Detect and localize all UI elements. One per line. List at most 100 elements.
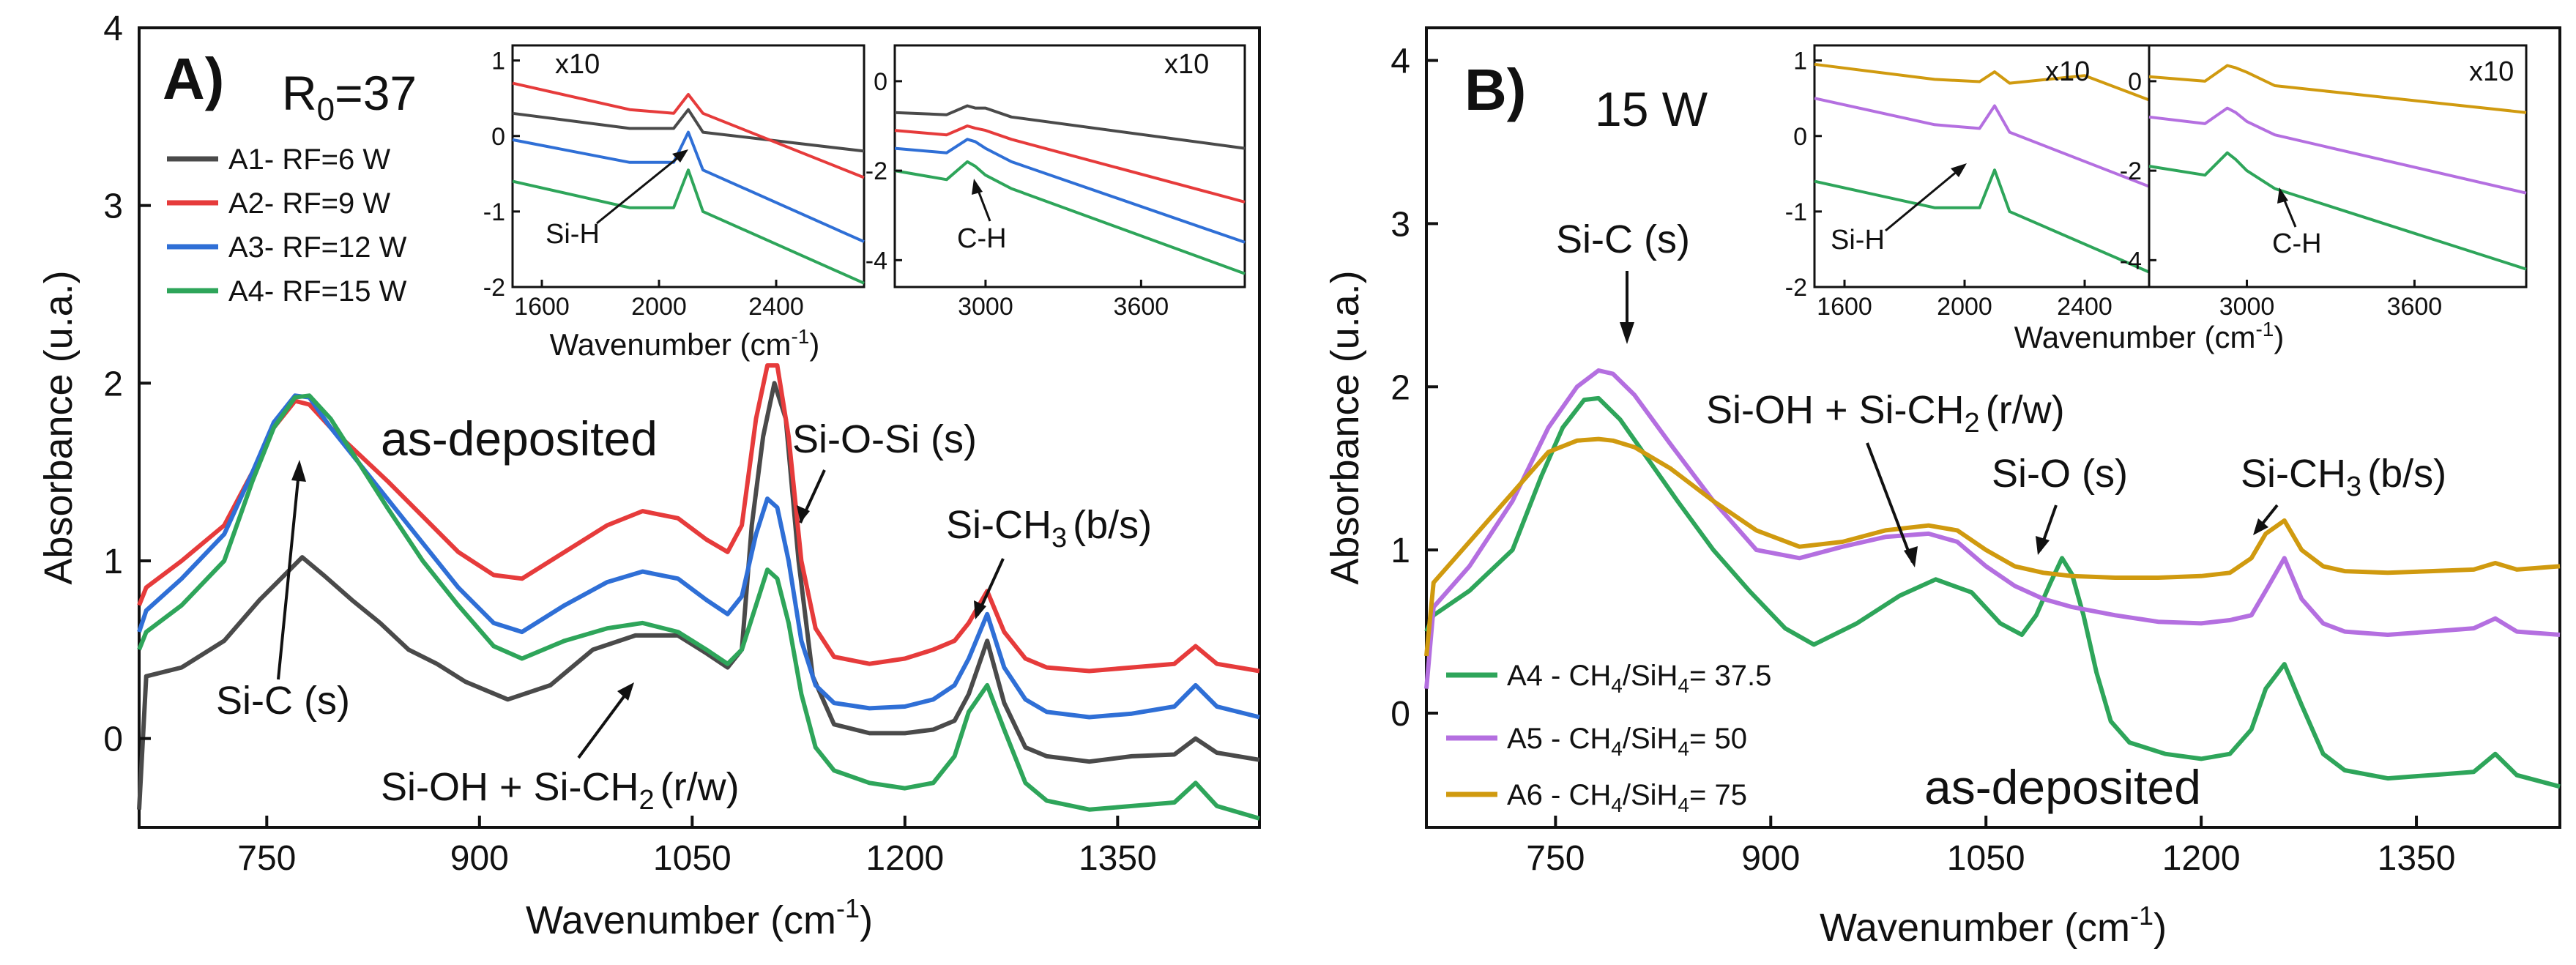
legend-a1-label: A1- RF=6 W [228, 144, 390, 176]
panel-a-inset1-line-1 [512, 108, 865, 153]
panel-b-si-o-label: Si-O (s) [1992, 452, 2128, 496]
panel-b-inset2-ytick-label: -4 [2120, 247, 2142, 275]
panel-b-inset1-ytick-label: 0 [1793, 123, 1807, 151]
panel-a-inset1-xtick-label: 2000 [631, 293, 687, 321]
panel-a-xtick-label: 900 [450, 839, 509, 878]
panel-a-inset2-ytick-label: 0 [874, 68, 887, 96]
panel-a-si-oh-arrowhead [617, 682, 634, 701]
panel-a-inset2-frame [893, 44, 1246, 288]
panel-a-inset-c-h: 3000 3600 0 -2 -4 [866, 44, 1246, 321]
panel-b-xtick-label: 1350 [2378, 839, 2456, 878]
panel-b-inset2-ytick-label: -2 [2120, 157, 2142, 185]
panel-b-inset1-ytick-label: 1 [1793, 48, 1807, 75]
panel-a-inset2-line-3 [894, 138, 1246, 244]
panel-a-inset1-line-3 [512, 130, 865, 243]
panel-a-si-c-arrow [277, 464, 301, 680]
panel-b-inset1-scale: x10 [2045, 56, 2090, 87]
panel-b-ylabel: Absorbance (u.a.) [1323, 270, 1367, 584]
panel-b-ytick-label: 1 [1391, 532, 1410, 570]
panel-a-inset2-xtick-label: 3000 [958, 293, 1013, 321]
panel-a-inset1-xtick-label: 1600 [514, 293, 570, 321]
panel-b-si-oh-arrow [1866, 442, 1914, 563]
panel-b-inset2-line-2 [2148, 106, 2527, 195]
panel-a-plot-frame [138, 26, 1261, 829]
panel-a-inset1-frame [511, 44, 866, 288]
panel-a-xtick-label: 1200 [866, 839, 944, 878]
panel-b-inset-c-h: 3000 3600 0 -2 -4 [2120, 44, 2528, 321]
panel-b-series-group [1424, 368, 2561, 789]
panel-a-xlabel: Wavenumber (cm-1) [526, 893, 873, 942]
panel-b-xtick-label: 900 [1741, 839, 1800, 878]
panel-a-inset1-ytick-label: -1 [483, 198, 505, 226]
panel-b-inset1-arrowhead [1951, 163, 1967, 177]
panel-b-ticks: 750 900 1050 1200 1350 0 1 2 3 4 [1391, 42, 2455, 878]
panel-a-inset2-xtick-label: 3600 [1114, 293, 1169, 321]
panel-b-xtick-label: 1050 [1947, 839, 2025, 878]
panel-a-si-o-si-arrowhead [797, 505, 810, 523]
panel-b-si-ch3-label: Si-CH3 (b/s) [2241, 452, 2446, 502]
panel-b-si-oh-arrowhead [1904, 546, 1918, 567]
panel-b-inset2-xtick-label: 3000 [2219, 293, 2275, 321]
panel-b-ytick-label: 2 [1391, 368, 1410, 407]
panel-a-ytick-label: 1 [103, 543, 123, 581]
panel-b-ytick-label: 0 [1391, 695, 1410, 734]
panel-b-inset1-xtick-label: 2400 [2057, 293, 2112, 321]
panel-b-inset2-c-h-label: C-H [2272, 228, 2322, 259]
panel-b-ytick-label: 4 [1391, 42, 1410, 81]
panel-a-si-c-label: Si-C (s) [216, 679, 350, 723]
panel-b-inset1-line-2 [1814, 97, 2175, 198]
legend-b-a4-label: A4 - CH4/SiH4= 37.5 [1507, 660, 1771, 697]
panel-b-inset2-scale: x10 [2469, 56, 2514, 87]
legend-b-a5-label: A5 - CH4/SiH4= 50 [1507, 723, 1747, 760]
panel-b-si-c-label: Si-C (s) [1556, 217, 1690, 261]
panel-a-inset1-xtick-label: 2400 [748, 293, 804, 321]
panel-a-inset2-line-2 [894, 124, 1246, 204]
panel-a-ytick-label: 0 [103, 720, 123, 759]
panel-a-xtick-label: 1050 [653, 839, 732, 878]
legend-b-a6-label: A6 - CH4/SiH4= 75 [1507, 779, 1747, 816]
panel-a-ytick-label: 2 [103, 365, 123, 403]
panel-a-inset2-c-h-label: C-H [957, 223, 1007, 254]
panel-a-inset1-si-h-label: Si-H [546, 219, 600, 250]
panel-a-inset1-ytick-label: 0 [491, 123, 505, 151]
panel-a-ytick-label: 4 [103, 10, 123, 48]
panel-a-inset2-ytick-label: -4 [866, 247, 887, 275]
panel-a-inset1-scale: x10 [555, 49, 600, 80]
panel-b-series-line-3 [1424, 436, 2561, 657]
panel-a-inset1-ytick-label: -2 [483, 274, 505, 302]
panel-b-series-line-2 [1424, 368, 2561, 689]
panel-a-si-o-si-label: Si-O-Si (s) [792, 417, 977, 461]
panel-b-letter: B) [1464, 57, 1526, 122]
panel-a-si-ch3-label: Si-CH3 (b/s) [946, 503, 1152, 554]
legend-a4-label: A4- RF=15 W [228, 275, 407, 308]
panel-a-xtick-label: 1350 [1079, 839, 1157, 878]
panel-b-inset1-line-1 [1814, 62, 2175, 111]
panel-a-series-group [137, 363, 1260, 821]
panel-b-as-deposited-label: as-deposited [1924, 760, 2201, 814]
panel-a-inset2-arrowhead [972, 179, 983, 195]
panel-b-inset1-line-3 [1814, 168, 2175, 285]
panel-a-inset2-line-1 [894, 104, 1246, 150]
panel-b-inset1-arrow [1885, 165, 1963, 232]
panel-b-inset1-ytick-label: -1 [1785, 198, 1807, 226]
panel-b-ytick-label: 3 [1391, 205, 1410, 244]
panel-a-inset1-ytick-label: 1 [491, 48, 505, 75]
panel-b-inset-si-h: 1600 2000 2400 1 0 -1 -2 [1785, 44, 2176, 321]
panel-a-legend: A1- RF=6 W A2- RF=9 W A3- RF=12 W A4- RF… [167, 144, 407, 308]
panel-a-inset2-line-4 [894, 160, 1246, 275]
panel-b-si-oh-label: Si-OH + Si-CH2 (r/w) [1706, 388, 2065, 439]
panel-b-inset1-xtick-label: 1600 [1817, 293, 1872, 321]
panel-a-inset2-ytick-label: -2 [866, 157, 887, 185]
panel-b-inset1-xtick-label: 2000 [1937, 293, 1992, 321]
panel-b-legend: A4 - CH4/SiH4= 37.5 A5 - CH4/SiH4= 50 A6… [1446, 660, 1771, 816]
panel-a-inset-si-h: 1600 2000 2400 1 0 -1 -2 [483, 44, 866, 321]
panel-a-inset1-arrow [596, 151, 685, 225]
panel-b-si-c-arrowhead [1620, 322, 1634, 344]
panel-b-xtick-label: 1200 [2162, 839, 2241, 878]
panel-a-inset2-scale: x10 [1164, 49, 1209, 80]
panel-a-ticks: 750 900 1050 1200 1350 0 1 2 3 4 [103, 10, 1156, 878]
panel-a-inset1-line-2 [512, 81, 865, 179]
panel-b-inset1-ytick-label: -2 [1785, 274, 1807, 302]
panel-a-series-line-1 [137, 381, 1260, 810]
